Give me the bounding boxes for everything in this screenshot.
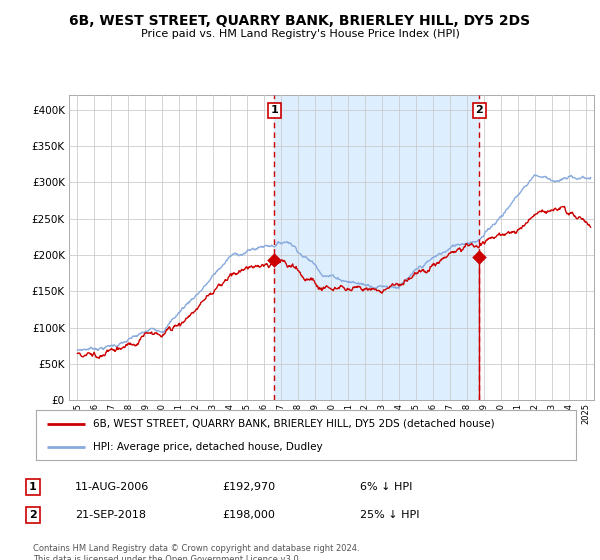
Text: £192,970: £192,970 xyxy=(222,482,275,492)
Text: 11-AUG-2006: 11-AUG-2006 xyxy=(75,482,149,492)
Text: £198,000: £198,000 xyxy=(222,510,275,520)
Text: Price paid vs. HM Land Registry's House Price Index (HPI): Price paid vs. HM Land Registry's House … xyxy=(140,29,460,39)
Text: 6% ↓ HPI: 6% ↓ HPI xyxy=(360,482,412,492)
Text: 6B, WEST STREET, QUARRY BANK, BRIERLEY HILL, DY5 2DS: 6B, WEST STREET, QUARRY BANK, BRIERLEY H… xyxy=(70,14,530,28)
Point xyxy=(269,256,279,265)
Text: 21-SEP-2018: 21-SEP-2018 xyxy=(75,510,146,520)
Text: HPI: Average price, detached house, Dudley: HPI: Average price, detached house, Dudl… xyxy=(92,442,322,452)
Text: 25% ↓ HPI: 25% ↓ HPI xyxy=(360,510,419,520)
Text: 2: 2 xyxy=(475,105,483,115)
Point xyxy=(475,252,484,261)
Text: 1: 1 xyxy=(29,482,37,492)
Text: Contains HM Land Registry data © Crown copyright and database right 2024.
This d: Contains HM Land Registry data © Crown c… xyxy=(33,544,359,560)
Text: 1: 1 xyxy=(271,105,278,115)
Text: 6B, WEST STREET, QUARRY BANK, BRIERLEY HILL, DY5 2DS (detached house): 6B, WEST STREET, QUARRY BANK, BRIERLEY H… xyxy=(92,418,494,428)
Bar xyxy=(274,95,479,400)
Text: 2: 2 xyxy=(29,510,37,520)
